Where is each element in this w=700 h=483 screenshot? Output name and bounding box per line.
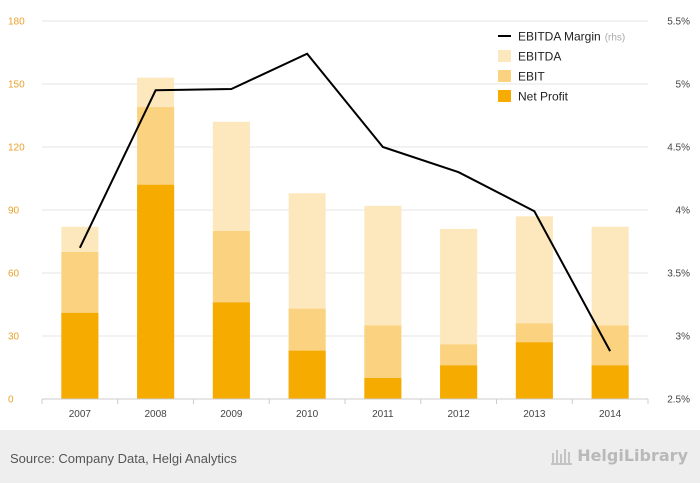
legend-label: Net Profit <box>518 90 569 104</box>
bar-net-profit <box>515 342 553 399</box>
bar-net-profit <box>137 184 175 399</box>
legend-swatch <box>498 90 511 102</box>
x-tick-label: 2011 <box>372 409 394 420</box>
y2-tick-label: 4% <box>676 206 691 217</box>
x-tick-label: 2010 <box>296 409 319 420</box>
bar-net-profit <box>61 312 99 399</box>
y-tick-label: 90 <box>8 206 20 217</box>
bar-net-profit <box>288 350 326 399</box>
logo-text: HelgiLibrary <box>577 446 688 465</box>
x-tick-label: 2014 <box>599 409 622 420</box>
legend-swatch <box>498 70 511 82</box>
y2-tick-label: 2.5% <box>667 395 690 406</box>
source-note: Source: Company Data, Helgi Analytics <box>10 451 237 466</box>
y-tick-label: 30 <box>8 332 20 343</box>
bar-net-profit <box>364 378 402 399</box>
legend-swatch <box>498 50 511 62</box>
x-tick-label: 2008 <box>145 409 168 420</box>
legend-rhs-note: (rhs) <box>605 33 626 44</box>
x-tick-label: 2009 <box>220 409 243 420</box>
y-tick-label: 60 <box>8 269 20 280</box>
x-tick-label: 2013 <box>523 409 546 420</box>
y2-tick-label: 4.5% <box>667 143 690 154</box>
x-tick-label: 2012 <box>448 409 471 420</box>
y2-tick-label: 5.5% <box>667 17 690 28</box>
chart: 0 30 60 90 120 150 180 2.5% 3% 3.5% 4% 4.5% 5% 5.5% 20… <box>8 17 691 421</box>
y-tick-label: 0 <box>8 395 14 406</box>
legend-label: EBITDA <box>518 50 561 64</box>
y2-tick-label: 5% <box>676 80 691 91</box>
bar-net-profit <box>212 302 250 399</box>
footer: Source: Company Data, Helgi Analytics He… <box>0 430 700 483</box>
helgi-library-logo: HelgiLibrary <box>551 446 688 465</box>
library-icon <box>551 448 573 465</box>
bar-net-profit <box>440 365 478 399</box>
y-tick-label: 180 <box>8 17 25 28</box>
y2-tick-label: 3.5% <box>667 269 690 280</box>
legend-label: EBITDA Margin (rhs) <box>518 30 625 44</box>
line-ebitda-margin <box>78 52 612 352</box>
y2-tick-label: 3% <box>676 332 691 343</box>
y-tick-label: 150 <box>8 80 25 91</box>
bar-net-profit <box>591 365 629 399</box>
y-tick-label: 120 <box>8 143 25 154</box>
x-tick-label: 2007 <box>69 409 92 420</box>
legend-label: EBIT <box>518 70 545 84</box>
